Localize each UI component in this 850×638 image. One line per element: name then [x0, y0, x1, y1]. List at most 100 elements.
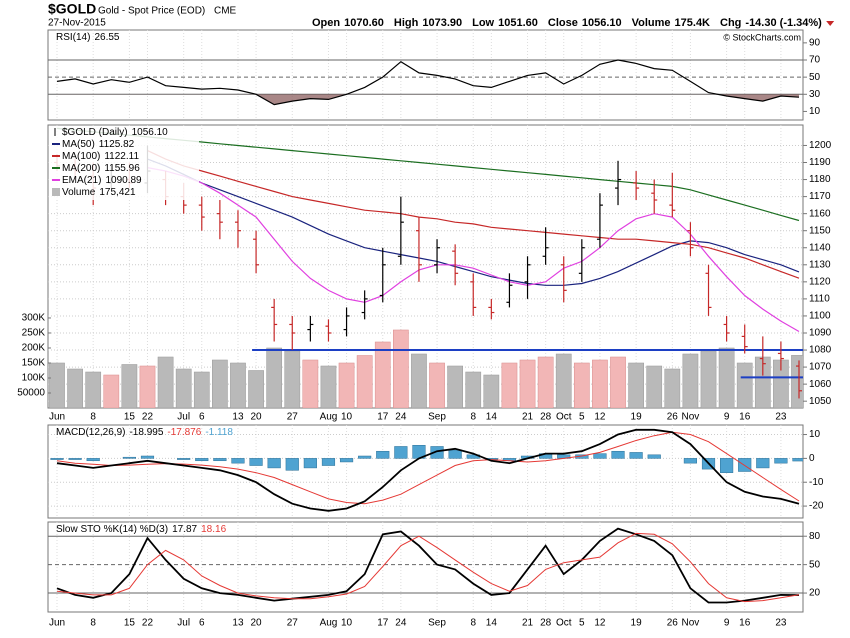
x-tick-label: 9 — [724, 618, 730, 629]
y-tick-label: 50 — [809, 72, 821, 83]
x-tick-label: 17 — [377, 618, 389, 629]
x-tick-label: 13 — [232, 618, 244, 629]
volume-bar — [791, 355, 803, 408]
volume-bar — [266, 347, 283, 408]
histogram-bar — [321, 458, 336, 466]
x-tick-label: 20 — [251, 618, 263, 629]
volume-bar — [537, 356, 554, 408]
volume-bar — [555, 353, 572, 408]
y-tick-label: 1190 — [809, 157, 831, 168]
series-line — [56, 428, 800, 512]
x-tick-label: Oct — [556, 412, 572, 423]
volume-bar — [175, 368, 192, 408]
histogram-bar — [195, 458, 209, 462]
histogram-bar — [267, 458, 281, 469]
legend-text: Slow STO %K(14) %D(3) — [56, 524, 168, 535]
panel-frame — [47, 29, 804, 121]
y-tick-label: 1060 — [809, 379, 832, 390]
legend-text: -18.995 — [129, 427, 163, 438]
legend-text: 1125.82 — [99, 139, 135, 150]
volume-bar — [193, 371, 210, 408]
x-tick-label: 16 — [739, 618, 751, 629]
histogram-bar — [140, 455, 155, 459]
x-tick-label: Aug — [320, 412, 338, 423]
histogram-bar — [647, 454, 661, 459]
series-line — [56, 431, 800, 505]
x-tick-label: Sep — [428, 618, 446, 629]
volume-tick-label: 100K — [22, 373, 46, 384]
security-name: Gold - Spot Price (EOD) — [98, 6, 205, 17]
series-line — [56, 527, 800, 604]
y-tick-label: 1180 — [809, 174, 831, 185]
volume-tick-label: 150K — [22, 358, 46, 369]
x-tick-label: Jun — [49, 412, 65, 423]
x-tick-label: 15 — [124, 618, 136, 629]
panel-frame — [47, 521, 804, 613]
x-tick-label: Jul — [177, 412, 190, 423]
oversold-shade — [256, 94, 799, 105]
volume-bar — [501, 362, 518, 408]
x-tick-label: Nov — [682, 618, 700, 629]
y-tick-label: 1130 — [809, 259, 831, 270]
legend-swatch — [52, 188, 60, 196]
histogram-bar — [394, 446, 408, 459]
legend-text: 175,421 — [99, 187, 136, 198]
histogram-bar — [430, 446, 444, 459]
legend-text: MA(200) — [62, 163, 100, 174]
x-tick-label: 10 — [341, 412, 353, 423]
x-tick-label: 21 — [522, 618, 534, 629]
y-tick-label: 1200 — [809, 140, 832, 151]
x-tick-label: 8 — [470, 618, 476, 629]
legend-text: -17.876 — [167, 427, 201, 438]
x-tick-label: 24 — [395, 412, 407, 423]
volume-bar — [573, 362, 590, 408]
volume-bar — [85, 371, 102, 408]
volume-bar — [67, 368, 83, 408]
symbol: $GOLD — [48, 1, 96, 17]
histogram-bar — [213, 458, 227, 462]
legend-box — [49, 126, 199, 200]
y-tick-label: 1120 — [809, 276, 831, 287]
quote-label: Volume — [632, 17, 671, 29]
volume-bar — [230, 362, 246, 408]
legend-text: -1.118 — [205, 427, 233, 438]
volume-bar — [356, 355, 373, 408]
x-tick-label: 26 — [667, 412, 679, 423]
legend-text: MACD(12,26,9) — [56, 427, 125, 438]
volume-bar — [49, 362, 65, 408]
histogram-bar — [86, 458, 100, 462]
date: 27-Nov-2015 — [48, 18, 106, 29]
quote-label: Chg — [720, 17, 741, 29]
exchange: CME — [214, 6, 237, 17]
legend-text: 1155.96 — [104, 163, 140, 174]
quote-line: Open 1070.60 High 1073.90 Low 1051.60 Close 105… — [312, 17, 822, 29]
volume-bar — [320, 365, 337, 408]
panel — [48, 425, 803, 518]
legend-text: EMA(21) — [62, 175, 101, 186]
x-tick-label: Jul — [177, 618, 190, 629]
x-tick-label: 8 — [90, 618, 96, 629]
legend-entry: MA(50) 1125.82 — [62, 139, 135, 150]
quote-value: -14.30 (-1.34%) — [745, 17, 822, 29]
x-tick-label: 10 — [341, 618, 353, 629]
volume-bar — [103, 374, 120, 408]
volume-bar — [429, 362, 445, 408]
y-tick-label: 1170 — [809, 191, 831, 202]
y-tick-label: 10 — [809, 106, 821, 117]
y-tick-label: 1050 — [809, 396, 832, 407]
legend-text: 26.55 — [94, 32, 119, 43]
volume-bar — [411, 353, 427, 408]
x-tick-label: Sep — [428, 412, 446, 423]
volume-bar — [628, 362, 644, 408]
histogram-bar — [339, 458, 354, 463]
y-tick-label: 70 — [809, 55, 821, 66]
y-tick-label: 1140 — [809, 242, 831, 253]
histogram-bar — [611, 450, 625, 459]
y-tick-label: 1150 — [809, 225, 831, 236]
volume-bar — [447, 365, 463, 408]
x-tick-label: 24 — [395, 618, 407, 629]
legend-text: 1056.10 — [132, 127, 169, 138]
legend-entry: Volume 175,421 — [62, 187, 136, 198]
histogram-bar — [593, 453, 607, 459]
histogram-bar — [231, 458, 245, 464]
